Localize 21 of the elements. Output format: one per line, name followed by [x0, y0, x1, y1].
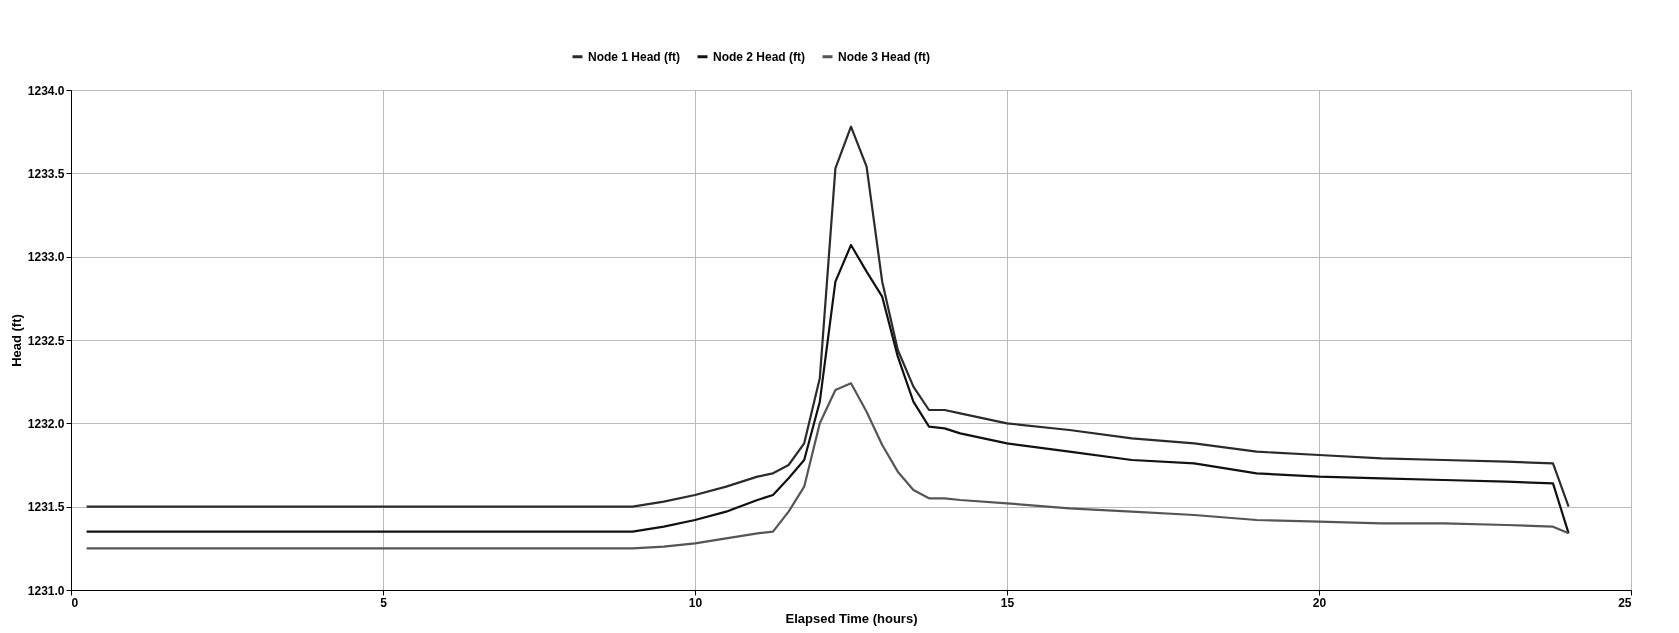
legend-label: Node 2 Head (ft) [713, 49, 806, 64]
legend-label: Node 1 Head (ft) [588, 49, 681, 64]
x-axis-title: Elapsed Time (hours) [785, 610, 918, 626]
x-tick-label: 25 [1618, 595, 1632, 610]
y-tick-label: 1234.0 [27, 83, 65, 98]
y-tick-label: 1232.5 [27, 333, 65, 348]
x-tick-label: 15 [1000, 595, 1015, 610]
y-tick-label: 1231.5 [27, 500, 65, 515]
x-tick-label: 10 [688, 595, 703, 610]
y-tick-label: 1231.0 [27, 583, 65, 598]
x-tick-label: 5 [380, 595, 388, 610]
x-tick-label: 20 [1312, 595, 1327, 610]
line-series [85, 125, 1570, 508]
x-tick-label: 0 [71, 595, 79, 610]
line-series [85, 243, 1570, 535]
y-tick-label: 1233.5 [27, 166, 65, 181]
line-series [85, 382, 1570, 550]
y-tick-label: 1232.0 [27, 416, 65, 431]
y-tick-label: 1233.0 [27, 250, 65, 265]
legend-label: Node 3 Head (ft) [838, 49, 931, 64]
y-axis-title: Head (ft) [8, 314, 24, 367]
